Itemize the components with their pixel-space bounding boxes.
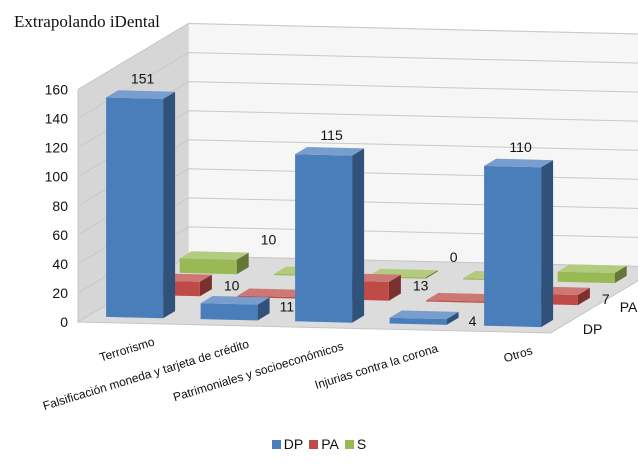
legend-label: DP [283,436,304,452]
y-tick-label: 80 [52,198,68,214]
bar-dp-2: 115 [295,127,365,323]
bar-front [426,300,484,303]
y-tick-label: 160 [45,82,69,98]
data-label: 115 [320,127,343,143]
bar-front [179,258,237,275]
data-label: 11 [280,298,295,314]
x-tick-label: Terrorismo [98,334,157,364]
bar-side [614,265,627,284]
bar-side [163,91,176,319]
legend-label: PA [321,436,339,452]
y-tick-label: 60 [52,227,68,243]
data-label: 7 [602,291,610,307]
bar-dp-4: 110 [484,139,554,328]
data-label: 13 [413,278,429,294]
bar-top [484,158,554,168]
bar-top [426,292,496,302]
x-tick-label: Otros [502,343,534,365]
y-axis-ticks: 0 20 40 60 80 100 120 140 160 [45,82,69,330]
legend-item-pa: PA [309,436,339,452]
bar-side [388,274,401,301]
bar-top [389,310,459,320]
bar-side [446,311,459,325]
bar-side [352,148,365,323]
y-tick-label: 0 [60,314,68,330]
y-tick-label: 140 [45,111,69,127]
y-tick-label: 40 [52,256,68,272]
legend-swatch [271,440,281,449]
bar-side [199,274,212,297]
chart-legend: DP PA S [0,436,638,452]
bar-dp-0: 151 [106,71,176,319]
bar-front [389,317,447,325]
data-label: 110 [509,139,532,155]
data-label: 151 [131,71,155,87]
bar-side [236,252,249,275]
bar-s-4: 7 [557,264,627,284]
data-label: 4 [469,313,477,329]
bar-side [541,160,554,328]
bar-dp-3: 4 [389,310,477,329]
bar-side [425,270,438,279]
y-tick-label: 120 [45,140,69,156]
depth-tick-label: PA [620,299,638,315]
y-tick-label: 20 [52,285,68,301]
legend-item-dp: DP [271,436,304,452]
x-tick-label: Patrimoniales y socioeconómicos [171,339,345,404]
legend-swatch [309,440,319,449]
data-label: 0 [450,249,458,265]
bar-top [106,90,176,99]
bar-side [257,297,270,321]
bar-front [557,271,615,284]
bar-front [237,295,295,299]
chart-title: Extrapolando iDental [14,12,160,31]
y-tick-label: 100 [45,169,69,185]
depth-tick-label: DP [583,321,602,337]
bar-front [295,154,353,323]
legend-swatch [344,440,354,449]
bar-front [200,303,258,321]
bar-front [484,165,542,328]
bar-s-0: 10 [179,232,277,275]
chart-bars: 1000071011317151111154110 [106,71,627,329]
bar-top [237,288,307,298]
bar-front [106,97,164,319]
data-label: 10 [261,232,277,248]
bar-top [200,296,270,305]
bar-dp-1: 11 [200,296,295,321]
data-label: 10 [224,278,240,294]
legend-item-s: S [344,436,367,452]
bar-top [295,147,365,156]
legend-label: S [356,436,367,452]
bar-top [557,264,627,273]
gridline [77,22,638,90]
bar-side [577,287,590,306]
bar-top [179,251,249,260]
